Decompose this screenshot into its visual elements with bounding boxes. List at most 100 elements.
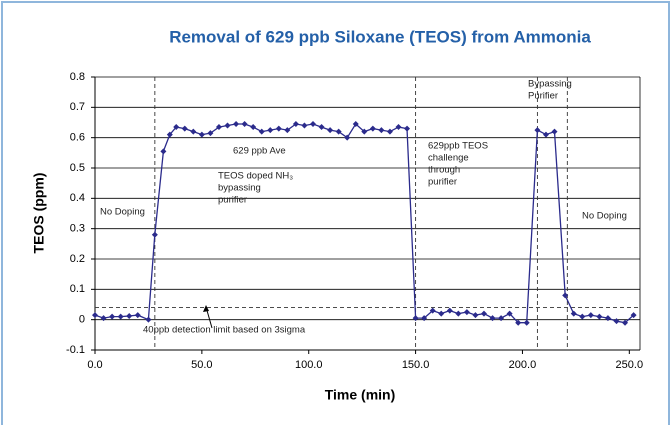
y-tick-label: 0.6 — [70, 132, 85, 144]
data-point — [275, 125, 282, 132]
annotation: No Doping — [582, 211, 627, 222]
annotation: purifier — [428, 177, 457, 188]
data-point — [378, 127, 385, 134]
data-point — [542, 131, 549, 138]
data-point — [562, 292, 569, 299]
data-point — [134, 312, 141, 319]
data-point — [233, 121, 240, 128]
data-point — [463, 309, 470, 316]
x-tick-label: 0.0 — [87, 359, 102, 371]
data-point — [181, 125, 188, 132]
data-point — [301, 122, 308, 129]
data-point — [421, 315, 428, 322]
data-point — [613, 318, 620, 325]
data-point — [596, 313, 603, 320]
y-tick-label: 0.1 — [70, 283, 85, 295]
data-point — [455, 310, 462, 317]
data-point — [190, 128, 197, 135]
data-point — [267, 127, 274, 134]
data-point — [145, 316, 152, 323]
data-point — [506, 310, 513, 317]
annotation: 40ppb detection limit based on 3sigma — [143, 325, 306, 336]
x-tick-label: 150.0 — [402, 359, 430, 371]
data-point — [151, 231, 158, 238]
data-point — [166, 131, 173, 138]
x-tick-label: 200.0 — [509, 359, 537, 371]
annotation: TEOS doped NH₃ — [218, 171, 293, 182]
annotation: Bypassing — [528, 79, 572, 90]
data-point — [198, 131, 205, 138]
annotation: bypassing — [218, 183, 261, 194]
data-point — [534, 127, 541, 134]
data-point — [241, 121, 248, 128]
data-point — [622, 319, 629, 326]
data-point — [395, 124, 402, 131]
data-point — [207, 130, 214, 137]
data-point — [369, 125, 376, 132]
data-point — [515, 319, 522, 326]
data-point — [258, 128, 265, 135]
y-tick-label: -0.1 — [66, 344, 85, 356]
data-point — [292, 121, 299, 128]
data-point — [630, 312, 637, 319]
data-point — [224, 122, 231, 129]
y-tick-label: 0 — [79, 314, 85, 326]
data-point — [160, 148, 167, 155]
chart-title: Removal of 629 ppb Siloxane (TEOS) from … — [169, 27, 591, 46]
data-point — [498, 315, 505, 322]
data-point — [361, 128, 368, 135]
x-tick-label: 50.0 — [191, 359, 212, 371]
y-tick-label: 0.8 — [70, 71, 85, 83]
annotation: No Doping — [100, 207, 145, 218]
annotation: 629 ppb Ave — [233, 146, 286, 157]
data-point — [92, 312, 98, 319]
data-point — [570, 310, 577, 317]
y-tick-label: 0.7 — [70, 101, 85, 113]
annotation: through — [428, 165, 460, 176]
arrow-head — [203, 305, 209, 312]
y-tick-label: 0.4 — [70, 192, 85, 204]
data-point — [310, 121, 316, 128]
data-point — [438, 310, 445, 317]
data-point — [551, 128, 558, 135]
y-tick-label: 0.3 — [70, 223, 85, 235]
data-point — [587, 312, 594, 319]
data-point — [173, 124, 180, 131]
data-point — [489, 315, 496, 322]
data-point — [523, 319, 530, 326]
data-point — [215, 124, 222, 131]
data-point — [335, 128, 342, 135]
annotation: 629ppb TEOS — [428, 141, 488, 152]
x-tick-label: 250.0 — [616, 359, 644, 371]
annotation: Purifier — [528, 91, 558, 102]
data-point — [318, 124, 325, 131]
data-point — [404, 125, 411, 132]
data-point — [327, 127, 334, 134]
data-point — [446, 307, 453, 314]
annotation: challenge — [428, 153, 469, 164]
annotation: purifier — [218, 195, 247, 206]
data-point — [117, 313, 124, 320]
data-point — [109, 313, 116, 320]
y-tick-label: 0.5 — [70, 162, 85, 174]
data-point — [480, 310, 487, 317]
data-point — [604, 315, 611, 322]
data-point — [579, 313, 586, 320]
data-point — [100, 315, 107, 322]
data-point — [472, 312, 479, 319]
data-point — [412, 315, 419, 322]
y-tick-label: 0.2 — [70, 253, 85, 265]
data-point — [250, 124, 257, 131]
data-point — [352, 121, 359, 128]
data-point — [126, 313, 133, 320]
x-tick-label: 100.0 — [295, 359, 323, 371]
data-point — [284, 127, 291, 134]
data-line — [94, 123, 635, 324]
data-point — [344, 134, 351, 141]
data-point — [386, 128, 393, 135]
y-axis-label: TEOS (ppm) — [31, 173, 47, 254]
data-point — [429, 307, 436, 314]
x-axis-label: Time (min) — [325, 387, 396, 403]
